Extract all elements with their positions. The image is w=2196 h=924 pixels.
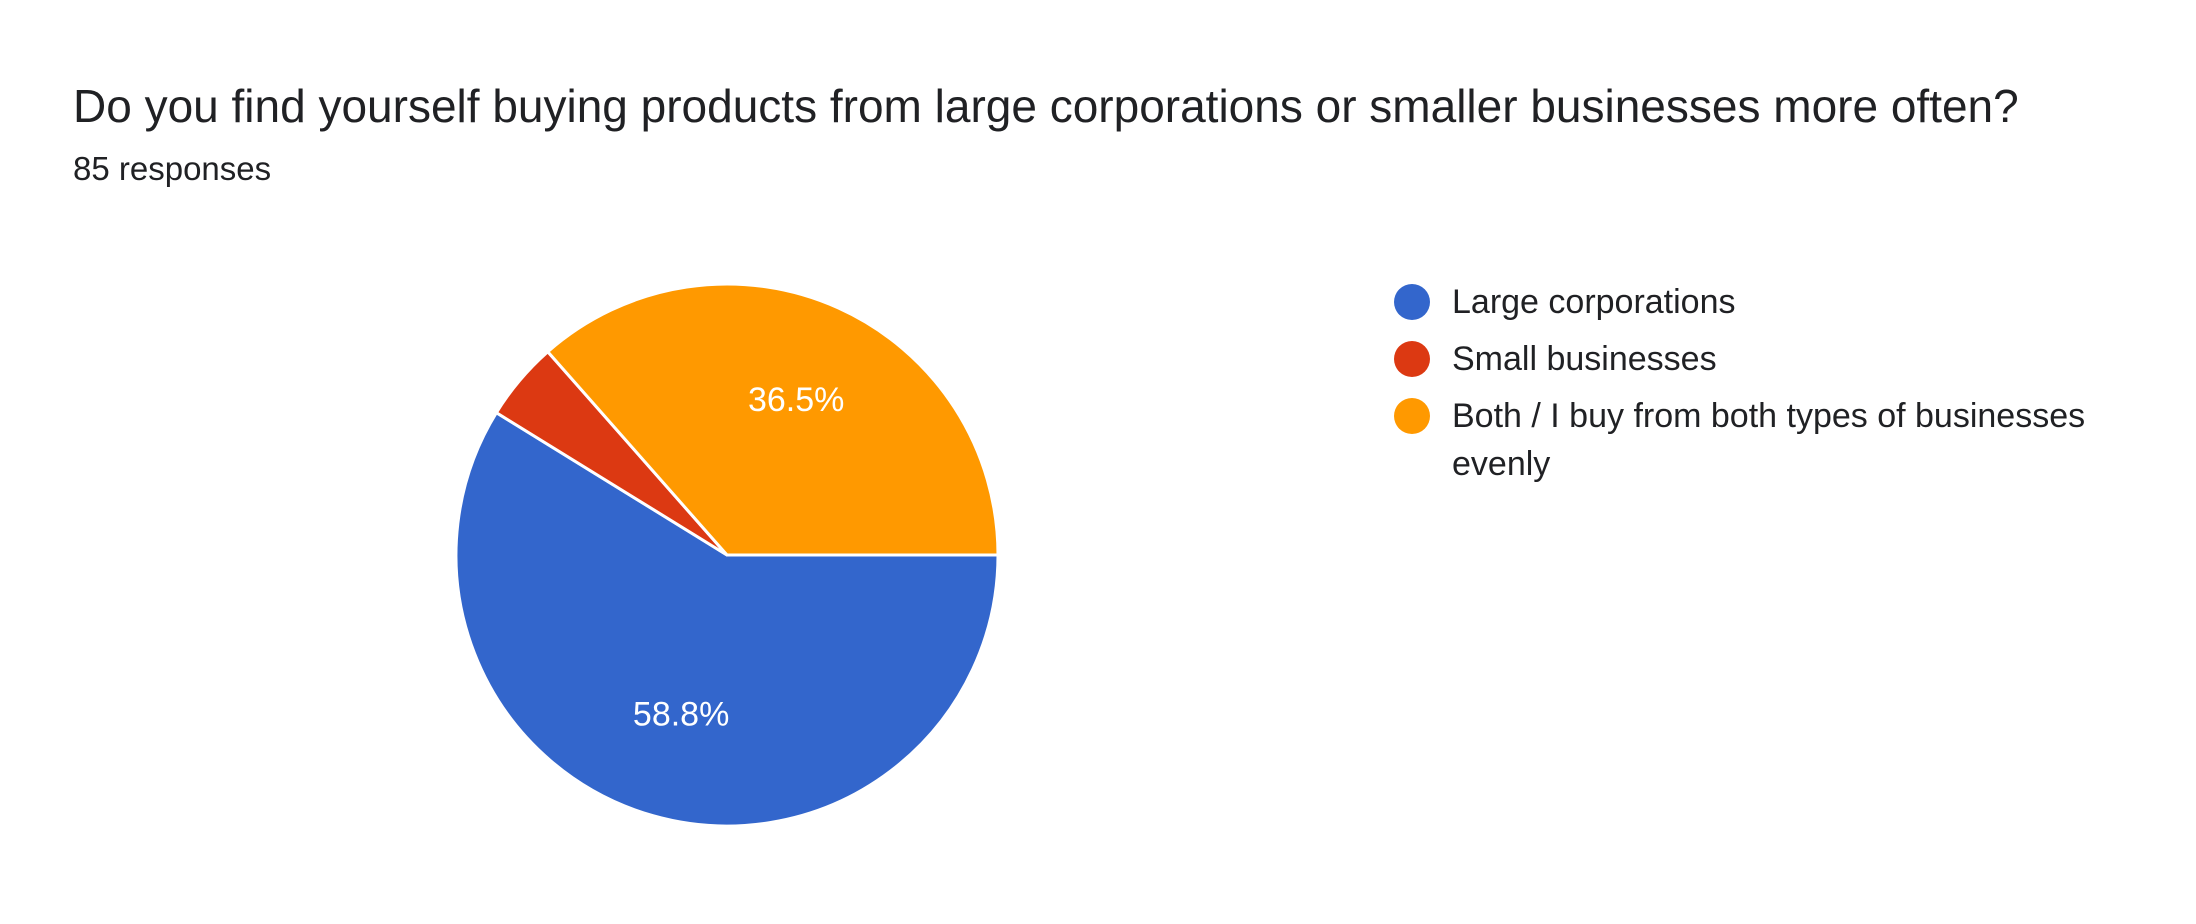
pie-chart: 58.8% 36.5% xyxy=(454,282,1000,828)
legend-item[interactable]: Small businesses xyxy=(1394,335,2094,383)
pie-slice-percent-label: 58.8% xyxy=(633,696,729,734)
chart-legend: Large corporations Small businesses Both /… xyxy=(1394,278,2094,497)
legend-label: Both / I buy from both types of business… xyxy=(1452,397,2086,483)
pie-slice-large-corporations[interactable] xyxy=(454,410,1000,828)
legend-swatch-icon xyxy=(1394,341,1430,377)
pie-slice-both-i-buy-from-both-types-of-businesses-evenly[interactable] xyxy=(545,282,1000,557)
response-count: 85 responses xyxy=(73,150,272,187)
pie-slice-labels: 58.8% 36.5% xyxy=(633,381,844,734)
legend-swatch-icon xyxy=(1394,398,1430,434)
legend-swatch-icon xyxy=(1394,284,1430,320)
legend-item[interactable]: Both / I buy from both types of business… xyxy=(1394,392,2094,488)
question-title: Do you find yourself buying products fro… xyxy=(73,80,2019,132)
legend-label: Small businesses xyxy=(1452,340,1717,378)
legend-item[interactable]: Large corporations xyxy=(1394,278,2094,326)
legend-label: Large corporations xyxy=(1452,283,1736,321)
pie-slice-percent-label: 36.5% xyxy=(748,381,844,419)
pie-slices xyxy=(454,282,1000,828)
